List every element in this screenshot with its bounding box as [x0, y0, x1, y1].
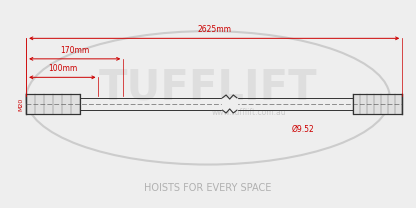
Text: M20: M20	[18, 97, 23, 111]
Text: 2625mm: 2625mm	[197, 25, 231, 34]
Text: TUFFLIFT: TUFFLIFT	[99, 67, 317, 109]
Text: Ø9.52: Ø9.52	[292, 125, 314, 134]
Bar	[353, 94, 402, 114]
Text: 100mm: 100mm	[48, 64, 77, 73]
Text: 170mm: 170mm	[60, 46, 89, 55]
Bar	[26, 94, 80, 114]
Text: HOISTS FOR EVERY SPACE: HOISTS FOR EVERY SPACE	[144, 183, 272, 193]
Text: www.tufflift.com.au: www.tufflift.com.au	[212, 108, 287, 117]
